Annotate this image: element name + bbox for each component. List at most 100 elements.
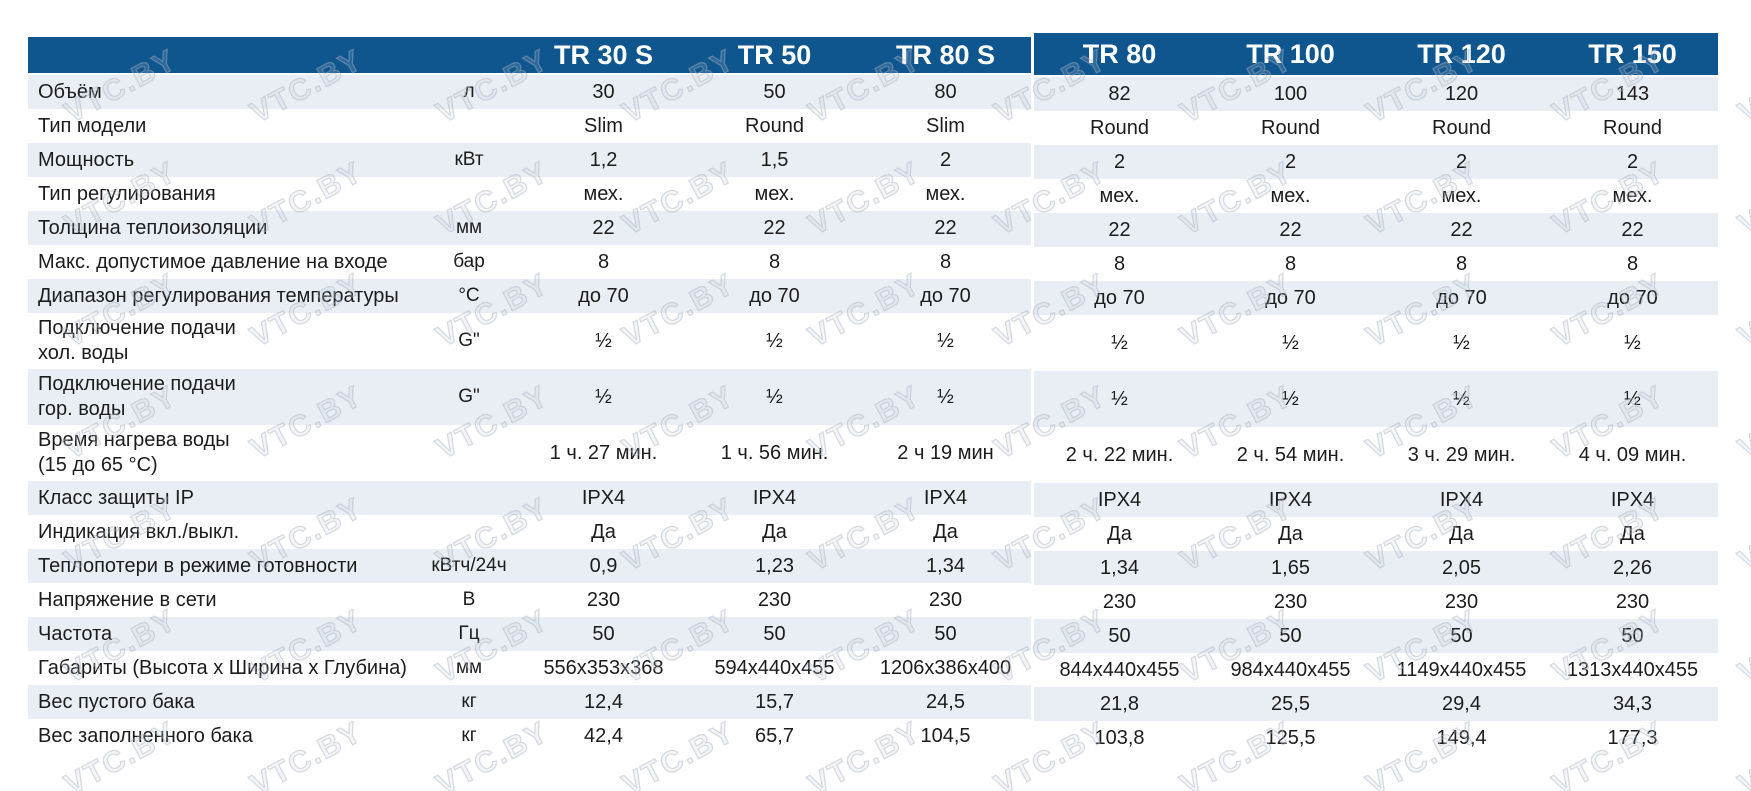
spec-value-cell: 844x440x455 [1059, 658, 1180, 681]
spec-value-cell: мех. [1099, 184, 1140, 207]
table-row: Макс. допустимое давление на входе бар 8 8 8 [28, 245, 1031, 279]
spec-value-cell: ½ [518, 369, 689, 425]
spec-value-cell: IPX4 [1205, 483, 1376, 517]
table-row: Время нагрева воды (15 до 65 °C) 1 ч. 27 … [28, 425, 1031, 481]
row-label: Время нагрева воды (15 до 65 °C) [38, 429, 230, 476]
watermark-text: VTC.BY [1733, 491, 1751, 579]
spec-value-cell: 1206x386x400 [879, 656, 1012, 679]
spec-value-cell: 2 [1034, 145, 1205, 179]
table-header: TR 80 TR 100 TR 120 TR 150 [1034, 33, 1718, 77]
table-body-left: Объём л 30 50 80 Тип модели Slim Round Slim Мощно… [28, 74, 1031, 753]
spec-value-cell: 2 [860, 143, 1031, 177]
spec-value-cell: 8 [1455, 252, 1468, 275]
table-row: 50 50 50 50 [1034, 619, 1718, 653]
spec-value-cell: 12,4 [518, 685, 689, 719]
table-row: Тип модели Slim Round Slim [28, 109, 1031, 143]
spec-value-cell: 8 [1284, 252, 1297, 275]
spec-value-cell: мех. [583, 182, 624, 205]
spec-value-cell: до 70 [860, 279, 1031, 313]
spec-value-cell: 230 [586, 588, 621, 611]
spec-value-cell: 65,7 [755, 724, 794, 747]
spec-value-cell: 24,5 [860, 685, 1031, 719]
spec-value-cell: 149,4 [1436, 726, 1487, 749]
row-label: Теплопотери в режиме готовности [28, 549, 420, 583]
spec-value-cell: 2,05 [1376, 551, 1547, 585]
row-unit: G" [420, 369, 518, 425]
spec-value-cell: 1,65 [1205, 551, 1376, 585]
spec-value-cell: 22 [1547, 213, 1718, 247]
spec-value-cell: 50 [518, 617, 689, 651]
table-row: Подключение подачи хол. воды G" ½ ½ ½ [28, 313, 1031, 369]
row-label: Тип регулирования [38, 182, 216, 205]
spec-value-cell: 3 ч. 29 мин. [1407, 443, 1516, 466]
spec-value-cell: 2 ч 19 мин [897, 441, 994, 464]
row-label: Толщина теплоизоляции [28, 211, 420, 245]
spec-value-cell: 8 [768, 250, 781, 273]
spec-value-cell: 1 ч. 56 мин. [720, 441, 829, 464]
spec-value-cell: 22 [518, 211, 689, 245]
table-row: 103,8 125,5 149,4 177,3 [1034, 721, 1718, 755]
header-row: TR 80 TR 100 TR 120 TR 150 [1034, 33, 1718, 77]
spec-value-cell: до 70 [1547, 281, 1718, 315]
spec-value-cell: 1,23 [689, 549, 860, 583]
table-row: 22 22 22 22 [1034, 213, 1718, 247]
spec-value-cell: 120 [1376, 76, 1547, 111]
table-row: 1,34 1,65 2,05 2,26 [1034, 551, 1718, 585]
spec-value-cell: ½ [1376, 371, 1547, 427]
spec-value-cell: мех. [1441, 184, 1482, 207]
spec-value-cell: 143 [1547, 76, 1718, 111]
spec-value-cell: ½ [595, 329, 612, 352]
row-unit: Гц [420, 617, 518, 651]
spec-value-cell: 8 [597, 250, 610, 273]
spec-value-cell: 2 ч. 22 мин. [1065, 443, 1174, 466]
spec-value-cell: 30 [518, 74, 689, 109]
spec-value-cell: 1,34 [1034, 551, 1205, 585]
spec-value-cell: Да [762, 520, 787, 543]
model-column-header: TR 100 [1205, 33, 1376, 77]
table-row: мех. мех. мех. мех. [1034, 179, 1718, 213]
row-unit: В [462, 589, 476, 610]
spec-value-cell: 1,34 [860, 549, 1031, 583]
spec-value-cell: до 70 [1205, 281, 1376, 315]
spec-table-right: TR 80 TR 100 TR 120 TR 150 82 100 120 143 Ro… [1034, 33, 1718, 755]
spec-value-cell: 82 [1034, 76, 1205, 111]
spec-value-cell: 230 [1615, 590, 1650, 613]
spec-value-cell: 1149x440x455 [1396, 658, 1527, 681]
spec-value-cell: IPX4 [518, 481, 689, 515]
model-column-header: TR 50 [689, 37, 860, 75]
spec-value-cell: Round [1261, 116, 1320, 139]
spec-value-cell: 984x440x455 [1230, 658, 1351, 681]
watermark-text: VTC.BY [1733, 379, 1751, 467]
spec-value-cell: IPX4 [689, 481, 860, 515]
row-label: Макс. допустимое давление на входе [38, 250, 388, 273]
row-label: Диапазон регулирования температуры [28, 279, 420, 313]
row-label: Тип модели [38, 114, 147, 137]
spec-value-cell: IPX4 [860, 481, 1031, 515]
table-row: 230 230 230 230 [1034, 585, 1718, 619]
spec-value-cell: 80 [860, 74, 1031, 109]
table-row: IPX4 IPX4 IPX4 IPX4 [1034, 483, 1718, 517]
row-label: Класс защиты IP [28, 481, 420, 515]
table-row: 2 ч. 22 мин. 2 ч. 54 мин. 3 ч. 29 мин. 4 ч.… [1034, 427, 1718, 483]
table-row: 21,8 25,5 29,4 34,3 [1034, 687, 1718, 721]
model-column-header: TR 80 [1034, 33, 1205, 77]
spec-value-cell: 22 [1376, 213, 1547, 247]
spec-value-cell: до 70 [689, 279, 860, 313]
table-row: Индикация вкл./выкл. Да Да Да [28, 515, 1031, 549]
spec-value-cell: 104,5 [920, 724, 971, 747]
model-column-header: TR 80 S [860, 37, 1031, 75]
spec-value-cell: 1,5 [689, 143, 860, 177]
table-row: 8 8 8 8 [1034, 247, 1718, 281]
spec-value-cell: IPX4 [1034, 483, 1205, 517]
spec-value-cell: 100 [1205, 76, 1376, 111]
row-label: Подключение подачи хол. воды [38, 317, 236, 364]
row-unit: л [420, 74, 518, 109]
spec-value-cell: ½ [1205, 371, 1376, 427]
table-row: Толщина теплоизоляции мм 22 22 22 [28, 211, 1031, 245]
row-unit [420, 481, 518, 515]
spec-value-cell: 8 [1626, 252, 1639, 275]
spec-value-cell: 0,9 [518, 549, 689, 583]
